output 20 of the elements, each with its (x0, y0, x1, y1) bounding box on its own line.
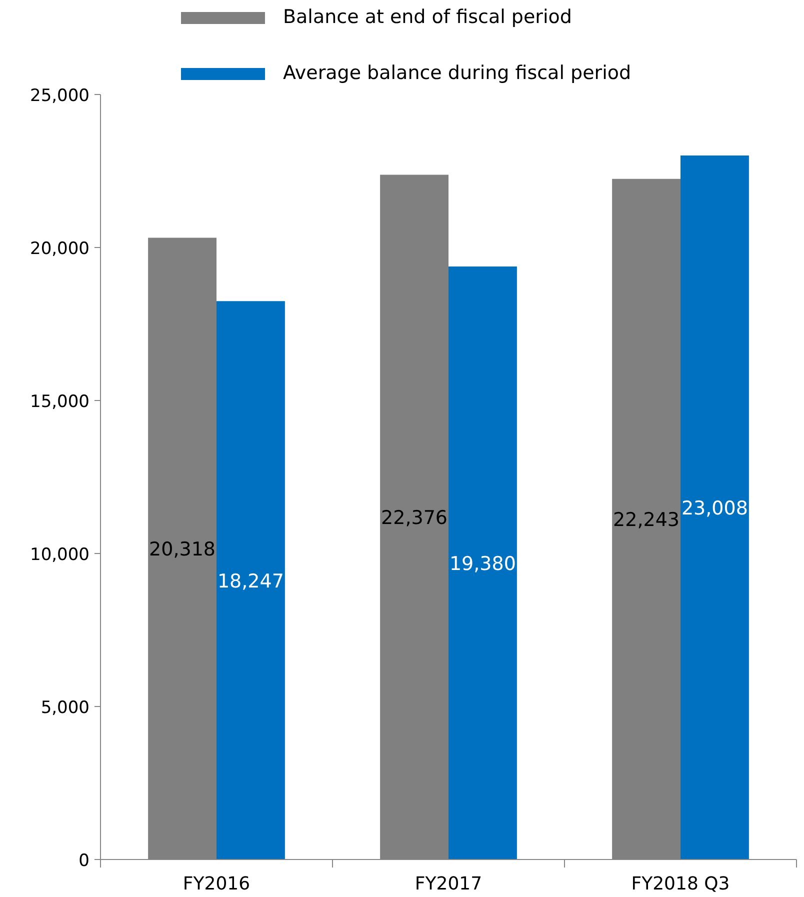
y-tick-label: 15,000 (30, 392, 90, 412)
y-tick-label: 0 (78, 851, 90, 871)
y-tick-label: 25,000 (30, 86, 90, 106)
x-tick-label: FY2018 Q3 (631, 874, 730, 894)
x-tick-label: FY2017 (414, 874, 482, 894)
x-tick-label: FY2016 (182, 874, 250, 894)
y-tick-label: 10,000 (30, 545, 90, 565)
data-label: 19,380 (449, 552, 516, 575)
data-label: 20,318 (149, 538, 216, 561)
bar (448, 266, 517, 860)
data-label: 23,008 (681, 497, 748, 520)
legend-label: Balance at end of fiscal period (283, 6, 572, 28)
y-tick-label: 5,000 (40, 698, 90, 718)
bar (216, 301, 285, 860)
data-label: 22,243 (613, 509, 680, 532)
data-label: 22,376 (381, 507, 448, 530)
legend-label: Average balance during fiscal period (283, 62, 632, 84)
bar (680, 155, 749, 860)
data-label: 18,247 (217, 570, 284, 592)
y-tick-label: 20,000 (30, 239, 90, 259)
